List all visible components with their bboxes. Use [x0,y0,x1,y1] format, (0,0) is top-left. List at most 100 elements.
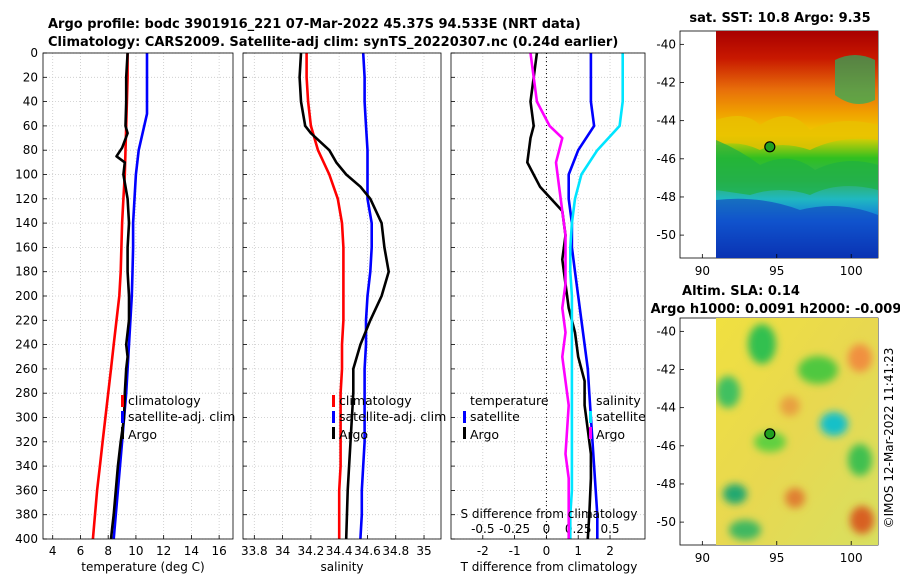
sst-map: 90 95 100 -40 -42 -44 -46 -48 -50 [656,30,879,278]
legend-swatch-climatology [121,395,124,407]
depth-tick-label: 340 [15,459,38,473]
x-tick-label: 10 [128,544,143,558]
x-tick-label: 34.6 [354,544,381,558]
map-x-tick-label: 95 [769,264,784,278]
depth-tick-label: 400 [15,532,38,546]
legend-swatch-argo [332,427,335,439]
map-y-tick-label: -44 [656,114,676,128]
map-x-tick-label: 100 [840,264,863,278]
x-tick-label: 34.2 [298,544,325,558]
x-tick-label: 4 [49,544,57,558]
legend-swatch-satellite [332,411,335,423]
sst-front-band [716,116,878,150]
x-tick-label: 2 [606,544,614,558]
depth-tick-label: 100 [15,168,38,182]
salinity-xlabel: salinity [320,560,363,574]
map-x-tick-label: 95 [769,551,784,565]
map-y-tick-label: -50 [656,515,676,529]
map-y-tick-label: -46 [656,439,676,453]
difference-panel: -2 -1 0 1 2-0.5 -0.25 0 0.25 0.5 [450,52,646,558]
x-tick-label: 16 [211,544,226,558]
legend-label-satellite: satellite-adj. clim [128,409,235,424]
series-line-temperature-satellite [567,53,599,539]
secondary-tick-label: 0.5 [600,522,619,536]
x-tick-label: 34 [275,544,290,558]
figure-title-line-2: Climatology: CARS2009. Satellite-adj cli… [48,35,618,50]
x-tick-label: 34.8 [382,544,409,558]
series-line-satellite-adj-clim [112,53,149,540]
sst-argo-position-marker [764,141,776,153]
depth-tick-label: 180 [15,265,38,279]
depth-tick-label: 240 [15,338,38,352]
legend-label-temp-satellite: satellite [470,409,520,424]
map-y-tick-label: -48 [656,190,676,204]
depth-tick-label: 200 [15,289,38,303]
series-line-salinity-satellite [568,53,625,539]
legend-label-climatology: climatology [339,393,412,408]
depth-tick-label: 280 [15,386,38,400]
sst-map-title: sat. SST: 10.8 Argo: 9.35 [689,11,870,26]
depth-tick-label: 0 [30,46,38,60]
depth-tick-label: 360 [15,483,38,497]
sst-blue-band [716,198,878,258]
legend-swatch-sal-satellite [589,411,592,423]
depth-tick-label: 20 [23,70,38,84]
figure-title-line-1: Argo profile: bodc 3901916_221 07-Mar-20… [48,17,581,32]
series-line-salinity-argo [529,52,571,539]
legend-label-sal-satellite: satellite [596,409,646,424]
map-y-tick-label: -40 [656,324,676,338]
sla-argo-position-marker [764,428,776,440]
legend-header-salinity: salinity [596,393,641,408]
x-tick-label: 14 [184,544,199,558]
map-y-tick-label: -42 [656,363,676,377]
sla-map-title-line-1: Altim. SLA: 0.14 [682,284,800,299]
legend-swatch-climatology [332,395,335,407]
depth-axis: 0 20 40 60 80 100 120 140 160 180 200 220 240 260 280 3… [15,46,455,546]
secondary-tick-label: -0.25 [499,522,530,536]
x-tick-label: -2 [477,544,489,558]
x-tick-label: -1 [509,544,521,558]
sla-map-title-line-2: Argo h1000: 0.0091 h2000: -0.009 [651,302,900,317]
sla-eddies [716,324,874,540]
depth-tick-label: 120 [15,192,38,206]
legend-label-argo: Argo [128,427,157,442]
legend-swatch-temp-argo [463,427,466,439]
map-y-tick-label: -40 [656,37,676,51]
sla-map: 90 95 100 -40 -42 -44 -46 -48 -50 [656,317,879,565]
plot-area [43,53,233,539]
series-line-argo [298,52,391,540]
map-y-tick-label: -50 [656,228,676,242]
salinity-panel: 33.8 34 34.2 34.4 34.6 34.8 35 [241,52,442,558]
temperature-xlabel: temperature (deg C) [81,560,204,574]
depth-tick-label: 260 [15,362,38,376]
difference-xlabel: T difference from climatology [460,560,638,574]
x-tick-label: 34.4 [326,544,353,558]
depth-tick-label: 320 [15,435,38,449]
legend-label-satellite: satellite-adj. clim [339,409,446,424]
depth-tick-label: 160 [15,240,38,254]
depth-tick-label: 80 [23,143,38,157]
salinity-legend: climatology satellite-adj. clim Argo [332,393,446,442]
legend-swatch-temp-satellite [463,411,466,423]
difference-secondary-xlabel: S difference from climatology [461,507,638,521]
copyright-timestamp: ©IMOS 12-Mar-2022 11:41:23 [882,348,896,529]
legend-label-temp-argo: Argo [470,427,499,442]
sst-field [716,31,878,258]
x-tick-label: 35 [416,544,431,558]
map-x-tick-label: 90 [695,264,710,278]
depth-tick-label: 380 [15,508,38,522]
legend-swatch-sal-argo [589,427,592,439]
depth-tick-label: 300 [15,411,38,425]
sst-cold-patch [835,55,875,104]
x-tick-label: 8 [104,544,112,558]
map-y-tick-label: -46 [656,152,676,166]
sla-field [716,318,878,545]
x-tick-label: 1 [574,544,582,558]
map-y-tick-label: -44 [656,401,676,415]
sst-map-axes: 90 95 100 -40 -42 -44 -46 -48 -50 [656,37,862,278]
legend-label-argo: Argo [339,427,368,442]
difference-legend: temperature salinity satellite Argo sate… [463,393,646,442]
legend-header-temperature: temperature [470,393,549,408]
series-line-satellite-adj-clim [359,52,374,540]
